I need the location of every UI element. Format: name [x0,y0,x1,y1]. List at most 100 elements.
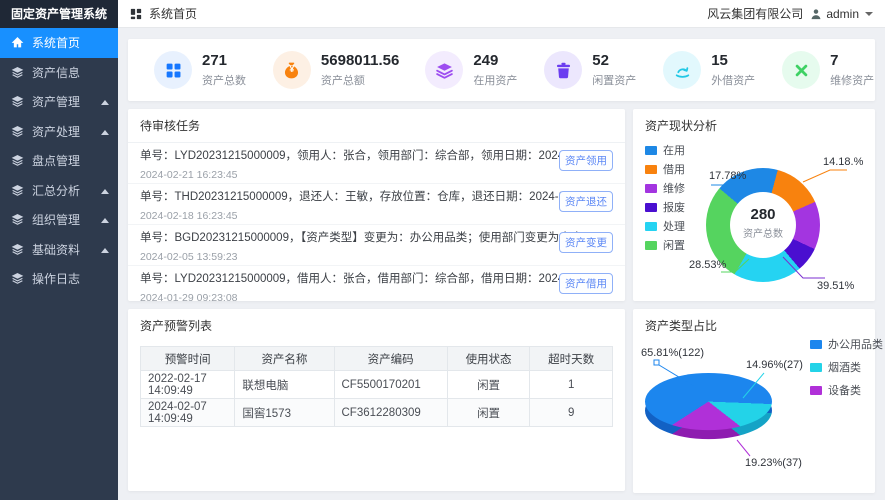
task-badge[interactable]: 资产领用 [559,150,613,171]
chevron-down-icon [865,11,873,16]
sidebar-item-home[interactable]: 系统首页 [0,28,118,58]
task-text: 单号：LYD20231215000009，借用人：张合，借用部门：综合部，借用日… [140,273,591,285]
legend-swatch [810,385,822,395]
task-row: 单号：LYD20231215000009，领用人：张合，领用部门：综合部，领用日… [128,143,625,184]
col-header: 资产名称 [234,346,335,371]
legend-swatch [645,145,657,155]
legend-item[interactable]: 维修 [645,180,685,196]
wrench-icon [782,51,821,89]
legend-item[interactable]: 设备类 [810,382,883,398]
panel-title: 待审核任务 [128,109,625,143]
task-row: 单号：THD20231215000009，退还人：王敏，存放位置：仓库，退还日期… [128,184,625,225]
stat-total-assets: 271 资产总数 [128,51,247,89]
sidebar-item-operation-log[interactable]: 操作日志 [0,264,118,294]
sidebar-item-label: 盘点管理 [32,154,81,169]
cell-days: 9 [529,398,613,427]
sidebar-item-asset-manage[interactable]: 资产管理 [0,87,118,117]
slice-label: 28.53% [689,259,727,271]
legend-item[interactable]: 借用 [645,161,685,177]
pending-tasks-panel: 待审核任务 单号：LYD20231215000009，领用人：张合，领用部门：综… [128,109,625,304]
stats-card: 271 资产总数 ¥ 5698011.56 资产总额 [128,39,875,101]
legend-swatch [645,164,657,174]
donut-center-text: 280 资产总数 [743,206,783,240]
user-icon [811,8,821,19]
pie-legend: 办公用品类 烟酒类 设备类 [810,336,883,401]
legend-swatch [645,202,657,212]
legend-item[interactable]: 烟酒类 [810,359,883,375]
sidebar-item-base-data[interactable]: 基础资料 [0,235,118,265]
yen-glyph: ¥ [289,64,295,74]
app-title: 固定资产管理系统 [0,0,118,28]
legend-swatch [810,339,822,349]
layers-icon [11,213,24,226]
asset-status-chart-panel: 资产现状分析 在用 借用 维修 报废 处理 闲置 280 资产总数 [633,109,875,301]
layers-icon [11,272,24,285]
sidebar-item-label: 资产处理 [32,124,81,139]
donut-chart [706,168,820,282]
legend-item[interactable]: 报废 [645,199,685,215]
collapse-arrow-icon [101,247,109,253]
cell-asset-code: CF3612280309 [333,398,448,427]
collapse-arrow-icon [101,100,109,105]
stat-label: 外借资产 [711,75,756,87]
sidebar-item-asset-dispose[interactable]: 资产处理 [0,117,118,147]
panel-title: 资产预警列表 [140,319,213,333]
layers-icon [11,95,24,108]
sidebar-item-inventory[interactable]: 盘点管理 [0,146,118,176]
legend-item[interactable]: 处理 [645,218,685,234]
task-text: 单号：BGD20231215000009，【资产类型】变更为：办公用品类；使用部… [140,232,583,244]
main-content: 271 资产总数 ¥ 5698011.56 资产总额 [118,29,885,500]
table-header-row: 预警时间 资产名称 资产编码 使用状态 超时天数 [139,346,613,371]
stat-value: 7 [830,52,839,69]
legend-item[interactable]: 办公用品类 [810,336,883,352]
table-row: 2024-02-07 14:09:49 国窖1573 CF3612280309 … [139,398,613,427]
sidebar-item-organization[interactable]: 组织管理 [0,205,118,235]
task-badge[interactable]: 资产退还 [559,191,613,212]
breadcrumb-label: 系统首页 [149,7,198,21]
breadcrumb[interactable]: 系统首页 [130,5,197,22]
trash-icon [544,51,583,89]
donut-legend: 在用 借用 维修 报废 处理 闲置 [645,142,685,256]
username: admin [826,6,859,21]
slice-label: 39.51% [817,280,855,292]
donut-hole [730,192,796,258]
sidebar-item-label: 组织管理 [32,213,81,228]
task-time: 2024-02-18 16:23:45 [140,210,238,222]
col-header: 资产编码 [333,346,448,371]
stat-value: 15 [711,52,728,69]
task-badge[interactable]: 资产变更 [559,232,613,253]
layers-icon [11,243,24,256]
sidebar-item-label: 操作日志 [32,272,81,287]
stat-label: 闲置资产 [592,75,637,87]
legend-item[interactable]: 在用 [645,142,685,158]
collapse-arrow-icon [101,188,109,194]
sidebar-item-asset-info[interactable]: 资产信息 [0,58,118,88]
cell-asset-name: 联想电脑 [234,370,335,399]
stat-lent: 15 外借资产 [637,51,756,89]
stat-in-use: 249 在用资产 [399,51,518,89]
col-header: 超时天数 [529,346,613,371]
grid-icon [154,51,192,89]
cell-status: 闲置 [446,370,531,399]
sidebar-item-summary[interactable]: 汇总分析 [0,176,118,206]
task-time: 2024-02-05 13:59:23 [140,251,238,263]
slice-label: 14.96%(27) [746,359,803,371]
stat-value: 271 [202,52,228,69]
pie-3d-chart [645,373,772,443]
stat-label: 资产总额 [320,75,365,87]
panel-title: 资产现状分析 [645,119,718,133]
legend-swatch [645,183,657,193]
home-icon [11,36,24,49]
task-badge[interactable]: 资产借用 [559,273,613,294]
user-menu[interactable]: admin [810,7,873,21]
sidebar: 固定资产管理系统 系统首页 资产信息 资产管理 资产处理 盘点管理 汇总分析 [0,0,118,500]
pie-face [645,373,772,431]
layers-icon [11,184,24,197]
stat-value: 249 [473,52,499,69]
task-time: 2024-01-29 09:23:08 [140,292,238,304]
hand-share-icon [663,51,702,89]
sidebar-item-label: 系统首页 [32,36,81,51]
legend-item[interactable]: 闲置 [645,237,685,253]
layers-icon [11,125,24,138]
